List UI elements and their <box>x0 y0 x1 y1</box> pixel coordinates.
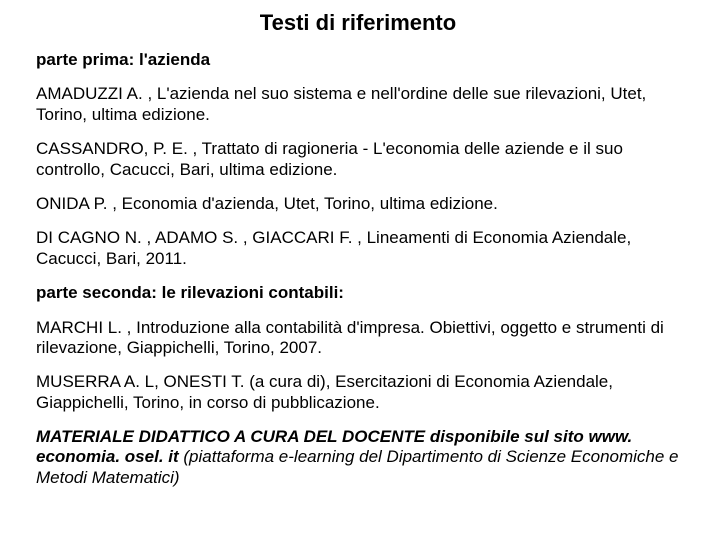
reference-entry: ONIDA P. , Economia d'azienda, Utet, Tor… <box>36 194 680 214</box>
reference-entry: MUSERRA A. L, ONESTI T. (a cura di), Ese… <box>36 372 680 413</box>
reference-entry: MARCHI L. , Introduzione alla contabilit… <box>36 318 680 359</box>
page-title: Testi di riferimento <box>36 10 680 36</box>
section-1-heading: parte prima: l'azienda <box>36 50 680 70</box>
reference-entry: DI CAGNO N. , ADAMO S. , GIACCARI F. , L… <box>36 228 680 269</box>
reference-entry: AMADUZZI A. , L'azienda nel suo sistema … <box>36 84 680 125</box>
section-2-heading: parte seconda: le rilevazioni contabili: <box>36 283 680 303</box>
footer-note: MATERIALE DIDATTICO A CURA DEL DOCENTE d… <box>36 427 680 488</box>
slide-content: Testi di riferimento parte prima: l'azie… <box>0 0 720 498</box>
reference-entry: CASSANDRO, P. E. , Trattato di ragioneri… <box>36 139 680 180</box>
